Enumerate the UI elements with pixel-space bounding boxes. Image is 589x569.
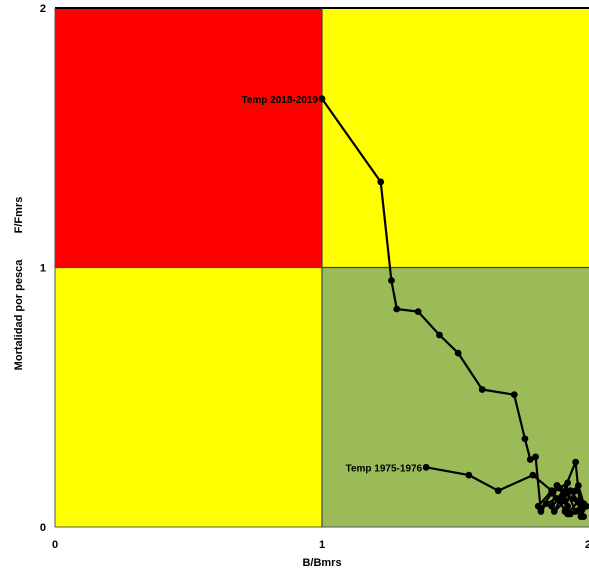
trajectory-series [318, 95, 589, 521]
zone-overfishing [322, 8, 589, 268]
data-point [422, 463, 430, 471]
data-point [377, 178, 385, 186]
data-point [566, 487, 574, 495]
x-tick-label: 0 [52, 539, 58, 551]
data-point [564, 510, 572, 518]
data-point [478, 386, 486, 393]
data-point [572, 487, 580, 495]
data-point [572, 508, 580, 515]
x-axis-title: B/Bmrs [302, 557, 341, 569]
y-axis-title-right: F/Fmrs [13, 197, 25, 234]
data-point [529, 471, 537, 479]
data-point [582, 502, 589, 510]
data-point [553, 482, 561, 489]
data-point [577, 505, 585, 513]
data-point [572, 458, 580, 466]
x-tick-label: 1 [319, 539, 325, 551]
data-point [454, 349, 462, 357]
data-point [542, 500, 550, 508]
data-point [436, 331, 443, 339]
y-tick-label: 1 [40, 263, 46, 275]
data-point [388, 277, 395, 284]
annotation-label: Temp 1975-1976 [346, 463, 423, 474]
data-point [574, 497, 582, 505]
data-point [414, 308, 422, 316]
zone-overfished-overfishing [55, 8, 322, 268]
data-point [550, 508, 558, 515]
y-tick-label: 0 [40, 522, 46, 534]
tick-labels: 0 1 2 0 1 2 [40, 3, 589, 551]
data-point [510, 391, 518, 399]
data-point [564, 479, 572, 487]
zone-overfished [55, 267, 322, 527]
annotations: Temp 2018-2019 Temp 1975-1976 [241, 95, 422, 474]
data-point [537, 508, 545, 515]
annotation-label: Temp 2018-2019 [241, 95, 318, 106]
data-point [569, 495, 577, 502]
data-point [532, 453, 539, 461]
data-point [558, 492, 566, 500]
data-point [526, 456, 534, 463]
data-point [521, 435, 529, 443]
data-point [548, 502, 556, 510]
data-point [465, 471, 473, 479]
data-point [393, 305, 401, 313]
data-point [318, 95, 326, 103]
y-axis-title-left: Mortalidad por pesca [13, 259, 25, 371]
data-point [564, 502, 572, 510]
data-point [548, 489, 556, 497]
y-tick-label: 2 [40, 3, 46, 15]
x-tick-label: 2 [585, 539, 589, 551]
data-point [561, 497, 569, 505]
data-point [577, 513, 585, 521]
data-point [553, 495, 561, 502]
quadrant-zones [55, 8, 589, 527]
data-point [494, 487, 502, 495]
plot-axes [54, 7, 589, 528]
data-point [574, 482, 582, 489]
